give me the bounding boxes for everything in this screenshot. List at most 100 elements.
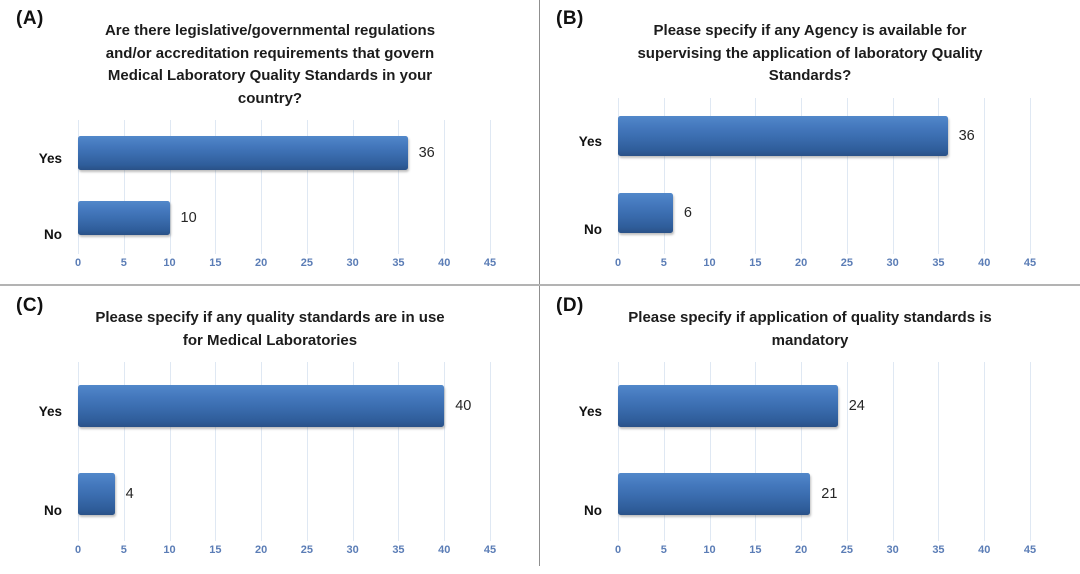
x-tick: 40 — [438, 544, 451, 556]
gridline — [398, 120, 400, 254]
gridline — [1030, 97, 1031, 254]
x-tick: 30 — [346, 544, 359, 556]
gridline — [846, 362, 848, 541]
bar-value: 40 — [455, 398, 472, 414]
gridline — [169, 120, 171, 254]
chart-title-c: Please specify if any quality standards … — [95, 309, 445, 349]
category-label: Yes — [578, 133, 602, 149]
category-labels: Yes No — [540, 362, 618, 560]
vertical-divider — [539, 0, 540, 566]
gridline — [984, 97, 986, 254]
gridline — [123, 362, 125, 541]
panel-label-b: (B) — [556, 8, 584, 29]
x-axis: 0 5 10 15 20 25 30 35 40 45 — [75, 251, 496, 273]
x-tick: 45 — [1023, 544, 1037, 556]
x-tick: 5 — [660, 257, 667, 269]
category-label: Yes — [38, 150, 62, 166]
bar-row: 36 — [78, 120, 490, 186]
x-axis: 0 5 10 15 20 25 30 35 40 45 — [615, 538, 1036, 560]
gridline — [215, 120, 217, 254]
category-labels: Yes No — [540, 98, 618, 274]
chart-area: Yes No 24 21 0 5 10 15 20 25 30 35 40 45 — [540, 352, 1080, 560]
panel-label-d: (D) — [556, 295, 584, 316]
x-tick: 30 — [886, 544, 899, 556]
bar-rows: 40 4 — [78, 362, 490, 538]
category-label: Yes — [578, 404, 602, 419]
panel-b: (B) Please specify if any Agency is avai… — [540, 0, 1080, 287]
chart-area: Yes No 40 4 0 5 10 15 20 25 30 35 40 45 — [0, 352, 540, 560]
x-axis: 0 5 10 15 20 25 30 35 40 45 — [615, 251, 1036, 273]
x-tick: 25 — [300, 544, 313, 556]
gridline — [215, 362, 217, 541]
x-tick: 5 — [660, 544, 667, 556]
x-tick: 35 — [932, 257, 945, 269]
gridline — [490, 362, 491, 541]
gridline — [490, 120, 491, 254]
x-tick: 10 — [163, 257, 176, 269]
chart-area: Yes No 36 10 0 5 10 15 20 25 30 35 40 45 — [0, 110, 540, 273]
gridline — [984, 362, 986, 541]
gridline — [892, 97, 894, 254]
horizontal-divider — [0, 284, 1080, 286]
bar-value: 10 — [180, 210, 197, 227]
bar-no — [618, 473, 811, 515]
gridline — [938, 362, 940, 541]
gridline — [663, 362, 665, 541]
bar-rows: 36 10 — [78, 120, 490, 251]
gridline — [755, 362, 757, 541]
bar-row: 36 — [618, 98, 1030, 175]
panel-label-a: (A) — [16, 8, 44, 29]
bar-value: 21 — [821, 486, 838, 502]
gridline — [261, 362, 263, 541]
gridline — [352, 362, 354, 541]
gridline — [938, 97, 940, 254]
x-tick: 45 — [483, 544, 497, 556]
gridline — [709, 362, 711, 541]
gridline — [444, 120, 446, 254]
panel-a: (A) Are there legislative/governmental r… — [0, 0, 540, 287]
plot: 40 4 — [78, 362, 491, 541]
chart-title-b: Please specify if any Agency is availabl… — [637, 22, 983, 84]
gridline — [352, 120, 354, 254]
category-label: No — [44, 503, 62, 518]
bar-value: 24 — [848, 398, 865, 414]
plot: 24 21 — [618, 362, 1031, 541]
x-tick: 15 — [749, 257, 762, 269]
bar-no — [618, 192, 673, 233]
gridline — [709, 97, 711, 254]
x-tick: 35 — [932, 544, 945, 556]
category-label: Yes — [38, 404, 62, 419]
bar-row: 24 — [618, 362, 1030, 450]
gridline — [755, 97, 757, 254]
x-tick: 20 — [254, 257, 268, 269]
plot-col: 40 4 0 5 10 15 20 25 30 35 40 45 — [75, 362, 496, 560]
x-tick: 35 — [392, 257, 405, 269]
x-tick: 30 — [346, 257, 359, 269]
gridline — [306, 362, 308, 541]
category-label: No — [584, 503, 602, 518]
x-tick: 40 — [438, 257, 451, 269]
x-tick: 15 — [209, 544, 222, 556]
plot: 36 6 — [618, 97, 1031, 254]
x-tick: 15 — [749, 544, 762, 556]
bar-yes — [78, 385, 445, 427]
category-label: No — [44, 227, 62, 243]
plot: 36 10 — [78, 120, 491, 254]
category-labels: Yes No — [0, 120, 78, 273]
plot-col: 24 21 0 5 10 15 20 25 30 35 40 45 — [615, 362, 1036, 560]
x-tick: 40 — [978, 544, 991, 556]
gridline — [618, 97, 619, 254]
x-tick: 10 — [703, 544, 716, 556]
gridline — [398, 362, 400, 541]
x-tick: 40 — [978, 257, 991, 269]
gridline — [801, 97, 803, 254]
x-tick: 25 — [840, 544, 853, 556]
plot-col: 36 6 0 5 10 15 20 25 30 35 40 45 — [615, 97, 1036, 274]
plot-col: 36 10 0 5 10 15 20 25 30 35 40 45 — [75, 120, 496, 273]
bar-rows: 36 6 — [618, 98, 1030, 252]
x-tick: 10 — [163, 544, 176, 556]
x-tick: 10 — [703, 257, 716, 269]
panel-c: (C) Please specify if any quality standa… — [0, 287, 540, 574]
x-tick: 35 — [392, 544, 405, 556]
